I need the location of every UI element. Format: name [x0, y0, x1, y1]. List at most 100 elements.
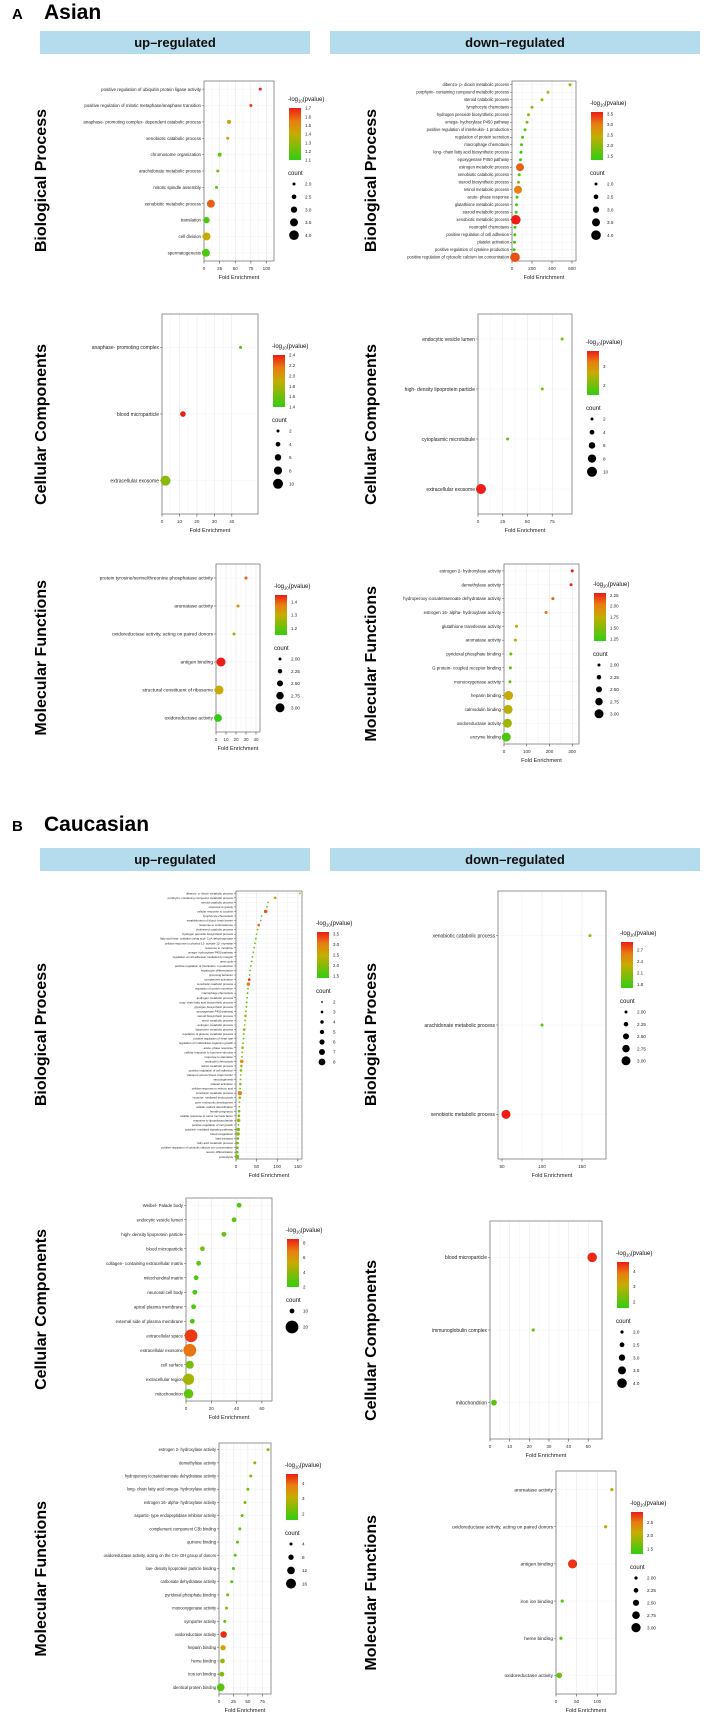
legend-count-tick: 4	[302, 1542, 305, 1547]
legend-pvalue-tick: 1.2	[305, 149, 312, 154]
data-point	[242, 1028, 246, 1031]
row-label-b-mf-down: Molecular Functions	[363, 1514, 380, 1671]
dot-plot-a-bp-down: dibenzo- p- dioxin metabolic process porp…	[407, 80, 626, 281]
category-label: regulation of protein secretion	[455, 135, 510, 140]
category-label: estrogen 2- hydroxylase activity	[159, 1447, 217, 1452]
data-point	[246, 996, 249, 999]
legend-pvalue-tick: 2.0	[333, 963, 340, 968]
category-label: glycogen biosynthetic process	[194, 1005, 233, 1009]
data-point	[244, 1014, 247, 1018]
legend-pvalue-tick: 1.3	[305, 140, 312, 145]
x-tick-label: 10	[507, 1444, 513, 1449]
legend-pvalue-tick: 4	[302, 1481, 305, 1486]
category-label: lipid transport	[216, 1137, 234, 1141]
category-label: oxidoreductase activity	[504, 1673, 553, 1679]
legend-count-tick: 2.25	[610, 675, 619, 680]
legend-count-tick: 4	[333, 1020, 336, 1025]
data-point	[203, 216, 210, 224]
data-point	[183, 1343, 197, 1357]
category-label: apical plasma membrane	[134, 1304, 184, 1309]
data-point	[239, 1078, 242, 1081]
category-label: hydrogen peroxide biosynthetic process	[437, 112, 509, 117]
legend-pvalue-tick: 2.0	[289, 373, 296, 378]
category-label: anaphase- promoting complex	[92, 345, 160, 351]
panel-a-down-header: down–regulated	[330, 31, 700, 54]
chart-a-cc-down: Cellular Components endocytic vesicle lum…	[360, 308, 700, 540]
x-axis-title: Fold Enrichment	[524, 275, 565, 281]
legend-pvalue-tick: 2.0	[607, 143, 614, 148]
category-label: establishment of blood- brain barrier	[187, 919, 233, 923]
category-label: aromatase activity	[466, 638, 502, 643]
chart-b-cc-down: Cellular Components blood microparticle im…	[360, 1215, 700, 1465]
row-label-b-bp-down: Biological Process	[363, 963, 380, 1107]
category-label: response to starvation	[205, 1055, 234, 1059]
legend-count-title: count	[593, 652, 608, 658]
x-tick-label: 150	[578, 1164, 586, 1169]
legend-count-dot	[593, 194, 599, 200]
legend-pvalue-tick: 1.5	[333, 974, 340, 979]
legend-count-tick: 3.00	[610, 712, 619, 717]
legend-count-title: count	[272, 418, 287, 424]
category-label: long- chain fatty acid biosynthetic proc…	[179, 1000, 233, 1004]
chart-b-bp-down: Biological Process xenobiotic catabolic p…	[360, 885, 700, 1185]
category-label: omega- hydroxylase P450 pathway	[188, 950, 234, 954]
category-label: monooxygenase activity	[172, 1606, 217, 1611]
category-label: platelet activation	[477, 240, 509, 245]
legend-count-dot	[623, 1021, 629, 1027]
category-label: lymphocyte chemotaxis	[203, 914, 234, 918]
x-axis-title: Fold Enrichment	[521, 758, 562, 764]
legend-count-dot	[618, 1354, 626, 1361]
category-label: receptor- mediated endocytosis	[193, 1096, 234, 1100]
category-label: G protein- coupled receptor binding	[432, 665, 501, 670]
legend-pvalue-tick: 1.4	[305, 132, 312, 137]
category-label: urea cycle	[220, 959, 234, 963]
legend-count-dot	[276, 691, 284, 700]
category-label: acute- phase response	[204, 1046, 234, 1050]
category-label: symporter activity	[184, 1619, 217, 1624]
category-label: blood microparticle	[146, 1246, 183, 1251]
data-point	[196, 1260, 202, 1266]
data-point	[251, 955, 254, 958]
legend-pvalue-tick: 2.5	[607, 133, 614, 138]
chart-b-bp-up: Biological Process dibenzo- p- dioxin met…	[30, 885, 352, 1185]
category-label: positive regulation of ubiquitin protein…	[101, 87, 202, 92]
data-point	[258, 87, 262, 91]
legend-pvalue-tick: 4	[303, 1270, 306, 1275]
x-tick-label: 100	[523, 749, 531, 754]
legend-count-tick: 7	[333, 1050, 336, 1055]
data-point	[515, 203, 518, 207]
legend-pvalue-tick: 2.5	[333, 953, 340, 958]
category-label: high- density lipoprotein particle	[121, 1232, 183, 1237]
category-label: macrophage chemotaxis	[202, 991, 234, 995]
legend-count-dot	[275, 703, 285, 713]
category-label: lipoprotein metabolic process	[196, 1028, 234, 1032]
data-point	[520, 143, 523, 147]
data-point	[241, 1046, 244, 1050]
category-label: post- embryonic development	[195, 1100, 233, 1104]
category-label: cellular response to cocaine	[197, 909, 233, 913]
data-point	[259, 919, 262, 922]
legend-pvalue-tick: 1.1	[305, 158, 312, 163]
legend-pvalue-title: -log10(pvalue)	[286, 1228, 322, 1235]
legend-color-bar	[621, 942, 633, 988]
data-point	[231, 1217, 237, 1223]
legend-pvalue-tick: 1.75	[610, 615, 619, 620]
row-label-a-cc-up: Cellular Components	[33, 343, 50, 505]
data-point	[189, 1318, 195, 1324]
category-label: cellular response to hormone stimulus	[184, 1050, 233, 1054]
legend-pvalue-tick: 2.00	[610, 604, 619, 609]
legend-count-tick: 3.0	[633, 1355, 640, 1360]
category-label: iron ion binding	[188, 1672, 216, 1677]
data-point	[245, 1010, 247, 1013]
category-label: mitochondrial matrix	[144, 1275, 184, 1280]
data-point	[242, 1033, 245, 1035]
data-point	[546, 90, 550, 94]
x-tick-label: 400	[548, 266, 556, 271]
legend-count-dot	[589, 429, 595, 435]
data-point	[249, 969, 251, 972]
category-label: xenobiotic catabolic process	[197, 982, 234, 986]
legend-count-dot	[290, 206, 298, 213]
legend-count-dot	[289, 230, 299, 240]
legend-count-dot	[320, 1010, 324, 1014]
